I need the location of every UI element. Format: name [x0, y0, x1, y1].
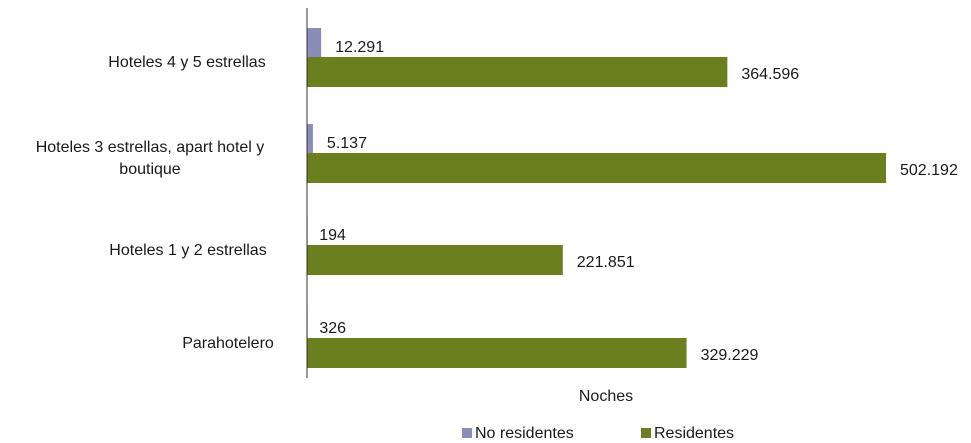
- value-label-no-residentes: 326: [319, 320, 346, 337]
- legend-swatch: [462, 428, 472, 438]
- category-label-line: Hoteles 1 y 2 estrellas: [109, 242, 266, 259]
- value-label-no-residentes: 12.291: [335, 39, 384, 56]
- category-label: Parahotelero: [182, 335, 274, 352]
- category-label-line: boutique: [119, 161, 180, 178]
- legend-label: No residentes: [475, 425, 574, 442]
- bar-no-residentes: [307, 124, 313, 154]
- category-label-line: Hoteles 3 estrellas, apart hotel y: [36, 139, 265, 156]
- value-label-residentes: 502.192: [900, 162, 958, 179]
- value-label-residentes: 364.596: [741, 66, 799, 83]
- category-label-line: Parahotelero: [182, 335, 274, 352]
- value-label-residentes: 329.229: [701, 347, 759, 364]
- value-labels: 12.291 5.137 194 326 364.596 502.192 221.851 32…: [319, 39, 958, 364]
- value-label-residentes: 221.851: [577, 254, 635, 271]
- legend-swatch: [641, 428, 651, 438]
- bar-residentes: [307, 153, 886, 183]
- value-label-no-residentes: 194: [319, 227, 346, 244]
- bars: [307, 28, 886, 368]
- bar-no-residentes: [307, 28, 322, 58]
- category-label-line: Hoteles 4 y 5 estrellas: [108, 54, 265, 71]
- value-label-no-residentes: 5.137: [327, 135, 367, 152]
- legend-label: Residentes: [654, 425, 734, 442]
- category-label: Hoteles 1 y 2 estrellas: [109, 242, 266, 259]
- bar-residentes: [307, 245, 563, 275]
- category-label: Hoteles 4 y 5 estrellas: [108, 54, 265, 71]
- bar-residentes: [307, 57, 728, 87]
- bar-residentes: [307, 338, 687, 368]
- legend: No residentes Residentes: [462, 425, 734, 442]
- category-label: Hoteles 3 estrellas, apart hotel y boutiq…: [36, 139, 265, 178]
- x-axis-title: Noches: [579, 388, 633, 405]
- category-labels: Hoteles 4 y 5 estrellas Hoteles 3 estrell…: [36, 54, 274, 352]
